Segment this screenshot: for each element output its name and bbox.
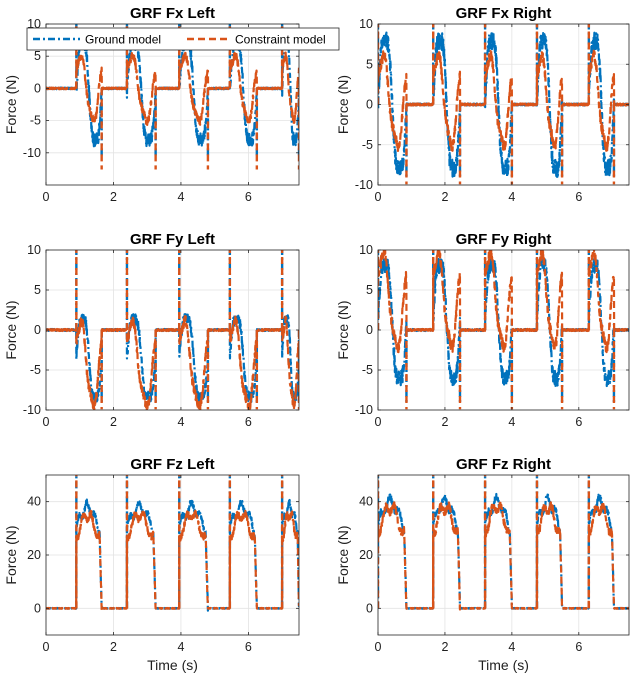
x-tick-label: 0 [43,190,50,204]
y-tick-label: -5 [362,363,373,377]
chart-title: GRF Fy Right [456,231,552,248]
series-constraint-model-grf-fz-left [46,509,299,612]
y-tick-label: -5 [30,114,41,128]
y-tick-label: 0 [34,601,41,615]
y-tick-label: 0 [366,98,373,112]
x-tick-label: 0 [375,640,382,654]
y-tick-label: 10 [27,243,41,257]
y-tick-label: 5 [34,283,41,297]
x-tick-label: 6 [245,190,252,204]
y-axis-label: Force (N) [3,525,19,584]
legend-label-constraint: Constraint model [235,33,326,47]
x-tick-label: 4 [508,640,515,654]
x-tick-label: 4 [508,415,515,429]
y-axis-label: Force (N) [3,300,19,359]
x-tick-label: 4 [508,190,515,204]
series-constraint-model-grf-fz-right [378,501,629,611]
y-tick-label: -10 [355,403,373,417]
x-tick-label: 2 [441,415,448,429]
x-tick-label: 2 [441,190,448,204]
y-tick-label: -10 [355,178,373,192]
legend-label-ground: Ground model [85,33,161,47]
series-constraint-model-grf-fx-left [46,50,299,127]
panel-grf-fx-right: 0 2 4 6 -10 -5 0 5 10 GRF Fx Right Force (N) [335,5,630,204]
y-tick-label: 0 [34,81,41,95]
series-constraint-model-grf-fx-right [378,49,629,153]
y-axis-label: Force (N) [335,525,351,584]
y-axis-label: Force (N) [335,75,351,134]
y-tick-label: 0 [34,323,41,337]
x-tick-label: 2 [110,415,117,429]
panel-grf-fx-left: 0 2 4 6 -10 -5 0 5 10 GRF Fx Left Force (N) [3,5,300,204]
x-tick-label: 6 [245,415,252,429]
y-tick-label: -10 [23,403,41,417]
y-tick-label: 10 [27,17,41,31]
y-tick-label: 5 [366,283,373,297]
legend-box [26,27,340,51]
y-tick-label: 5 [34,49,41,63]
y-tick-label: 10 [359,17,373,31]
y-tick-label: 20 [27,548,41,562]
y-axis-label: Force (N) [335,300,351,359]
x-tick-label: 2 [110,640,117,654]
x-tick-label: 2 [110,190,117,204]
chart-title: GRF Fz Left [130,456,214,473]
x-tick-label: 2 [441,640,448,654]
y-tick-label: 10 [359,243,373,257]
y-tick-label: -5 [30,363,41,377]
x-tick-label: 0 [375,190,382,204]
x-tick-label: 6 [575,640,582,654]
x-axis-label: Time (s) [478,657,529,673]
y-tick-label: 0 [366,601,373,615]
y-tick-label: 40 [27,495,41,509]
x-tick-label: 6 [575,190,582,204]
axes-box [45,23,300,186]
chart-title: GRF Fx Right [456,5,552,22]
x-tick-label: 0 [375,415,382,429]
x-tick-label: 0 [43,415,50,429]
x-tick-label: 6 [575,415,582,429]
x-tick-label: 6 [245,640,252,654]
y-tick-label: -5 [362,138,373,152]
chart-title: GRF Fz Right [456,456,551,473]
x-tick-label: 4 [177,415,184,429]
panel-grf-fy-right: 0 2 4 6 -10 -5 0 5 10 GRF Fy Right Force (N) [335,231,630,429]
y-tick-label: -10 [23,146,41,160]
x-tick-label: 0 [43,640,50,654]
x-axis-label: Time (s) [147,657,198,673]
panel-grf-fz-right: 0 2 4 6 0 20 40 GRF Fz Right Force (N) Time (s) [335,456,630,673]
y-axis-label: Force (N) [3,75,19,134]
x-tick-label: 4 [177,640,184,654]
y-tick-label: 40 [359,495,373,509]
x-tick-label: 4 [177,190,184,204]
panel-grf-fy-left: 0 2 4 6 -10 -5 0 5 10 GRF Fy Left Force (N) [3,231,300,429]
y-tick-label: 20 [359,548,373,562]
y-tick-label: 5 [366,57,373,71]
legend: Ground model Constraint model [26,27,340,51]
chart-title: GRF Fy Left [130,231,215,248]
chart-title: GRF Fx Left [130,5,215,22]
panel-grf-fz-left: 0 2 4 6 0 20 40 GRF Fz Left Force (N) Time (s) [3,456,300,673]
y-tick-label: 0 [366,323,373,337]
series-constraint-model-grf-fy-right [378,250,629,354]
